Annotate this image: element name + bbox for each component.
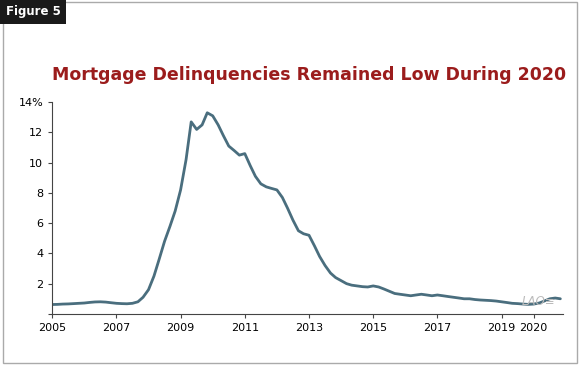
Text: Mortgage Delinquencies Remained Low During 2020: Mortgage Delinquencies Remained Low Duri… (52, 66, 566, 84)
Text: LAO≡: LAO≡ (521, 295, 555, 308)
Text: Figure 5: Figure 5 (6, 5, 61, 19)
